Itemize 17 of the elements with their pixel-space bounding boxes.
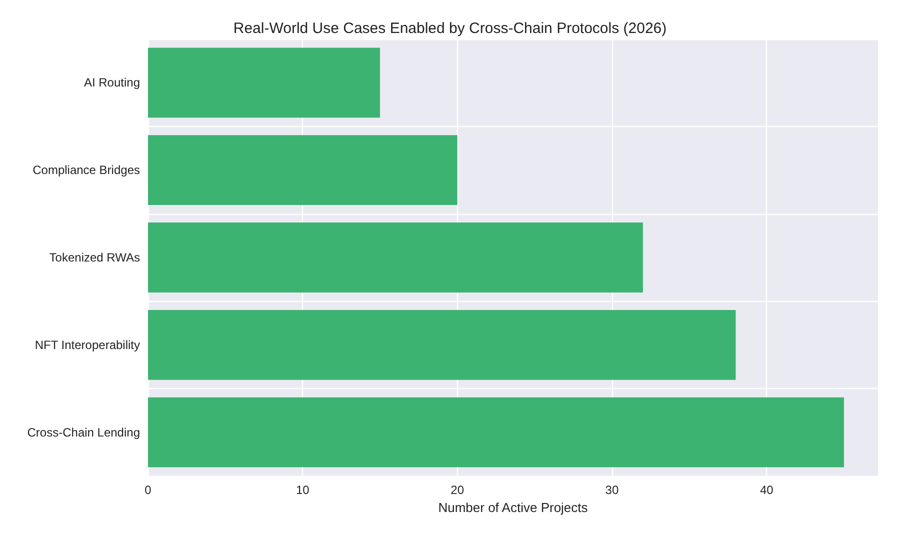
bar xyxy=(148,310,736,380)
x-tick-label: 0 xyxy=(144,483,152,497)
bar xyxy=(148,397,844,468)
bar xyxy=(148,48,380,118)
x-axis-title: Number of Active Projects xyxy=(438,500,588,515)
bar xyxy=(148,135,458,206)
y-tick-label: AI Routing xyxy=(84,76,140,90)
x-tick-label: 20 xyxy=(450,483,464,497)
chart-title: Real-World Use Cases Enabled by Cross-Chain Protocols (2026) xyxy=(233,20,667,37)
y-tick-label: NFT Interoperability xyxy=(34,338,140,352)
x-tick-label: 30 xyxy=(605,483,619,497)
x-tick-label: 10 xyxy=(296,483,310,497)
y-tick-label: Compliance Bridges xyxy=(32,163,140,178)
bar xyxy=(148,222,643,292)
y-tick-label: Tokenized RWAs xyxy=(49,250,140,264)
x-tick-label: 40 xyxy=(760,483,774,497)
y-tick-label: Cross-Chain Lending xyxy=(27,425,140,440)
